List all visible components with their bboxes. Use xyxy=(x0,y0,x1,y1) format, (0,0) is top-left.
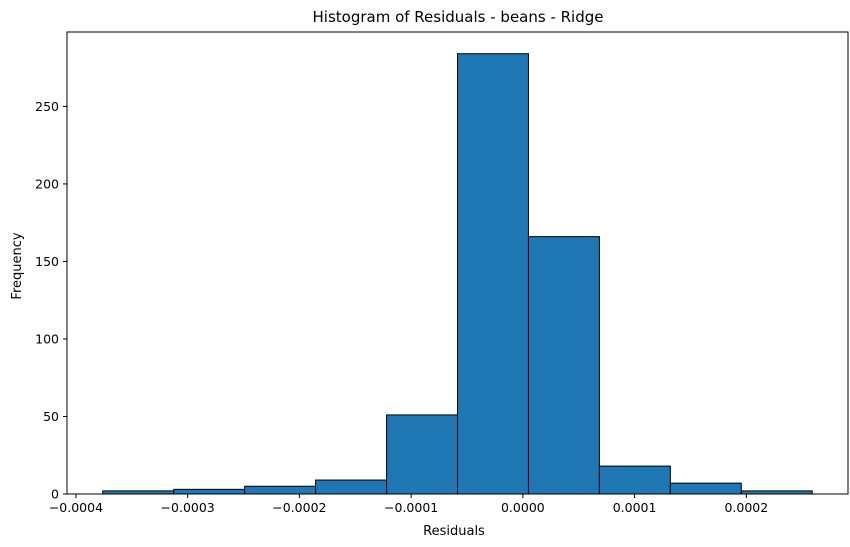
x-tick-label: 0.0001 xyxy=(613,500,657,515)
x-tick-label: −0.0002 xyxy=(272,500,326,515)
y-tick-label: 200 xyxy=(35,176,59,191)
x-axis-label: Residuals xyxy=(423,524,485,539)
x-tick-label: −0.0004 xyxy=(49,500,103,515)
x-tick-label: −0.0001 xyxy=(384,500,438,515)
y-tick-label: 100 xyxy=(35,331,59,346)
x-tick-label: 0.0002 xyxy=(724,500,768,515)
histogram-bar xyxy=(457,53,529,495)
y-tick-label: 0 xyxy=(51,487,59,502)
histogram-bar xyxy=(669,482,742,495)
histogram-bar xyxy=(315,479,388,495)
y-axis-ticks: 0 50 100 150 200 250 xyxy=(35,99,67,502)
plot-frame xyxy=(66,31,849,495)
histogram-bar xyxy=(173,488,246,495)
chart-title: Histogram of Residuals - beans - Ridge xyxy=(313,8,604,26)
x-axis-ticks: −0.0004 −0.0003 −0.0002 −0.0001 0.0000 0.0001… xyxy=(49,494,768,515)
x-tick-label: 0.0000 xyxy=(501,500,545,515)
y-tick-label: 250 xyxy=(35,99,59,114)
y-tick-label: 150 xyxy=(35,254,59,269)
y-axis-label: Frequency xyxy=(10,232,25,299)
histogram-bar xyxy=(527,236,600,495)
bars-group xyxy=(102,53,813,495)
histogram-bar xyxy=(244,485,317,495)
histogram-bar xyxy=(598,465,671,495)
x-tick-label: −0.0003 xyxy=(161,500,215,515)
histogram-bar xyxy=(386,414,458,495)
y-tick-label: 50 xyxy=(43,409,59,424)
